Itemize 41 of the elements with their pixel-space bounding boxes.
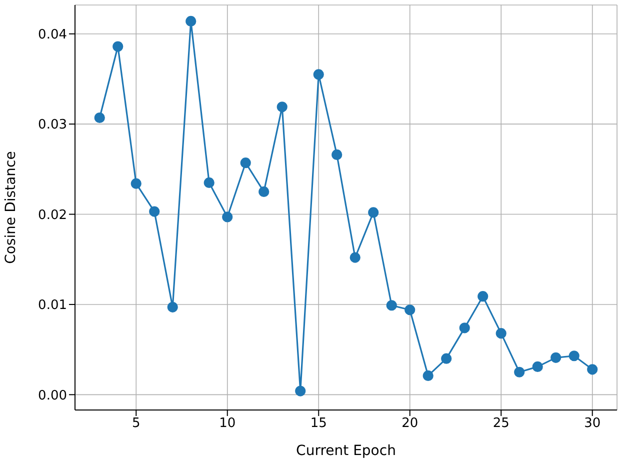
point (94, 112, 105, 124)
point (478, 291, 488, 302)
y-tick-label: 0.03 (38, 118, 67, 133)
point (222, 212, 233, 222)
y-axis-title: Cosine Distance (2, 151, 19, 264)
x-tick-label: 30 (584, 416, 601, 432)
point (568, 350, 580, 362)
point (258, 186, 270, 198)
point (112, 41, 124, 52)
x-tick-label: 10 (219, 416, 236, 432)
point (149, 206, 160, 217)
point (386, 300, 397, 311)
x-axis-title: Current Epoch (296, 443, 396, 459)
point (313, 69, 324, 80)
point (532, 361, 543, 372)
point (422, 370, 434, 382)
point (186, 16, 196, 27)
x-tick-label: 25 (492, 416, 510, 432)
y-tick-label: 0.00 (38, 388, 67, 404)
point (459, 322, 470, 334)
point (350, 252, 360, 263)
x-tick-label: 5 (132, 416, 140, 432)
point (276, 102, 288, 112)
point (204, 177, 214, 188)
point (550, 352, 562, 363)
point (130, 178, 142, 189)
y-tick-label: 0.04 (38, 27, 67, 42)
point (514, 366, 525, 378)
y-tick-label: 0.01 (38, 298, 67, 314)
x-tick-label: 15 (310, 416, 327, 432)
point (295, 386, 306, 396)
point (587, 364, 598, 375)
point (240, 158, 251, 168)
point (167, 302, 178, 312)
point (496, 328, 506, 339)
point (368, 207, 379, 218)
point (404, 304, 416, 316)
y-tick-label: 0.02 (38, 208, 67, 223)
x-tick-label: 20 (402, 416, 418, 432)
point (441, 353, 452, 364)
point (332, 149, 342, 160)
